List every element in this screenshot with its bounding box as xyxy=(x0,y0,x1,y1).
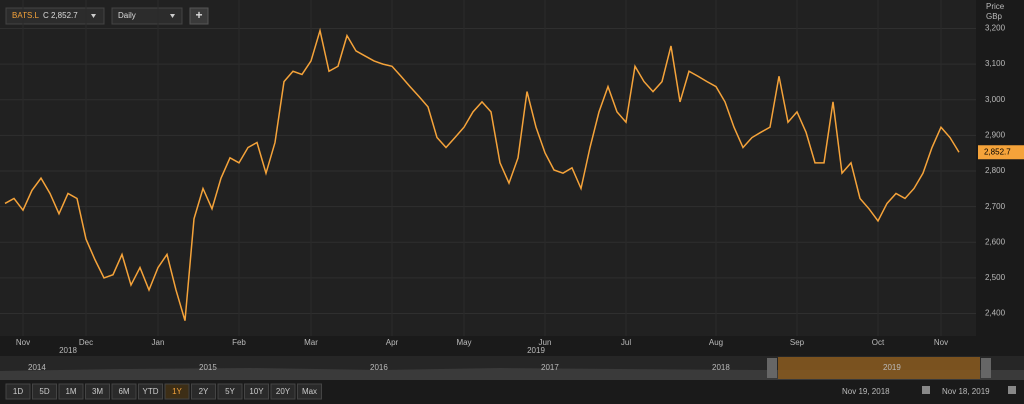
axis-title: GBp xyxy=(986,12,1003,21)
x-tick-label: Oct xyxy=(872,338,885,347)
navigator-handle[interactable] xyxy=(767,358,777,378)
x-tick-label: May xyxy=(456,338,471,347)
range-label[interactable]: 5Y xyxy=(225,387,235,396)
x-tick-label: Jun xyxy=(539,338,552,347)
last-price-label: 2,852.7 xyxy=(984,147,1011,156)
x-tick-label: Mar xyxy=(304,338,318,347)
range-label[interactable]: 1D xyxy=(13,387,23,396)
interval: Daily xyxy=(118,11,136,20)
year-label: 2019 xyxy=(527,346,545,355)
range-button[interactable] xyxy=(85,383,110,400)
calendar-icon[interactable] xyxy=(1008,386,1016,394)
range-button[interactable] xyxy=(138,383,163,400)
price-line xyxy=(4,27,960,321)
y-tick-label: 3,200 xyxy=(985,24,1006,33)
add-label: + xyxy=(195,8,202,22)
range-label[interactable]: 1Y xyxy=(172,387,182,396)
range-label[interactable]: Max xyxy=(302,387,317,396)
x-tick-label: Jul xyxy=(621,338,631,347)
y-tick-label: 2,400 xyxy=(985,309,1006,318)
navigator-year: 2019 xyxy=(883,363,901,372)
x-tick-label: Sep xyxy=(790,338,805,347)
range-button[interactable] xyxy=(217,383,243,400)
symbol: BATS.L xyxy=(12,11,40,20)
plot-area xyxy=(0,0,976,336)
x-tick-label: Apr xyxy=(386,338,399,347)
range-button[interactable] xyxy=(297,383,322,400)
range-button[interactable] xyxy=(164,383,190,400)
range-label[interactable]: 1M xyxy=(65,387,76,396)
range-button[interactable] xyxy=(5,383,31,400)
navigator-year: 2015 xyxy=(199,363,217,372)
y-tick-label: 2,500 xyxy=(985,273,1006,282)
x-tick-label: Dec xyxy=(79,338,93,347)
y-tick-label: 3,000 xyxy=(985,95,1006,104)
range-label[interactable]: 6M xyxy=(118,387,129,396)
navigator-year: 2016 xyxy=(370,363,388,372)
range-button[interactable] xyxy=(244,383,269,400)
y-tick-label: 2,800 xyxy=(985,166,1006,175)
range-button[interactable] xyxy=(111,383,137,400)
x-tick-label: Nov xyxy=(16,338,30,347)
navigator-handle[interactable] xyxy=(981,358,991,378)
date-from[interactable]: Nov 19, 2018 xyxy=(842,387,890,396)
navigator-year: 2017 xyxy=(541,363,559,372)
range-label[interactable]: 3M xyxy=(92,387,103,396)
y-tick-label: 2,600 xyxy=(985,237,1006,246)
x-tick-label: Jan xyxy=(152,338,165,347)
symbol-box[interactable] xyxy=(5,7,105,25)
range-label[interactable]: 20Y xyxy=(276,387,291,396)
dropdown-arrow xyxy=(91,14,96,18)
close-value: 2,852.7 xyxy=(51,11,78,20)
range-label[interactable]: 5D xyxy=(39,387,49,396)
add-button[interactable] xyxy=(189,7,209,25)
year-label: 2018 xyxy=(59,346,77,355)
x-tick-label: Aug xyxy=(709,338,723,347)
x-tick-label: Feb xyxy=(232,338,246,347)
y-tick-label: 2,900 xyxy=(985,131,1006,140)
interval-box[interactable] xyxy=(111,7,183,25)
navigator-selection[interactable] xyxy=(778,357,980,379)
y-tick-label: 2,700 xyxy=(985,202,1006,211)
y-tick-label: 3,100 xyxy=(985,59,1006,68)
range-button[interactable] xyxy=(270,383,296,400)
range-label[interactable]: YTD xyxy=(143,387,159,396)
x-tick-label: Nov xyxy=(934,338,948,347)
range-label[interactable]: 10Y xyxy=(249,387,264,396)
dropdown-arrow xyxy=(170,14,175,18)
axis-title: Price xyxy=(986,2,1005,11)
navigator-year: 2014 xyxy=(28,363,46,372)
calendar-icon[interactable] xyxy=(922,386,930,394)
last-price-tag xyxy=(978,145,1024,160)
range-label[interactable]: 2Y xyxy=(199,387,209,396)
navigator-year: 2018 xyxy=(712,363,730,372)
range-button[interactable] xyxy=(191,383,216,400)
date-to[interactable]: Nov 18, 2019 xyxy=(942,387,990,396)
close-prefix: C xyxy=(43,11,49,20)
range-button[interactable] xyxy=(58,383,84,400)
range-button[interactable] xyxy=(32,383,57,400)
